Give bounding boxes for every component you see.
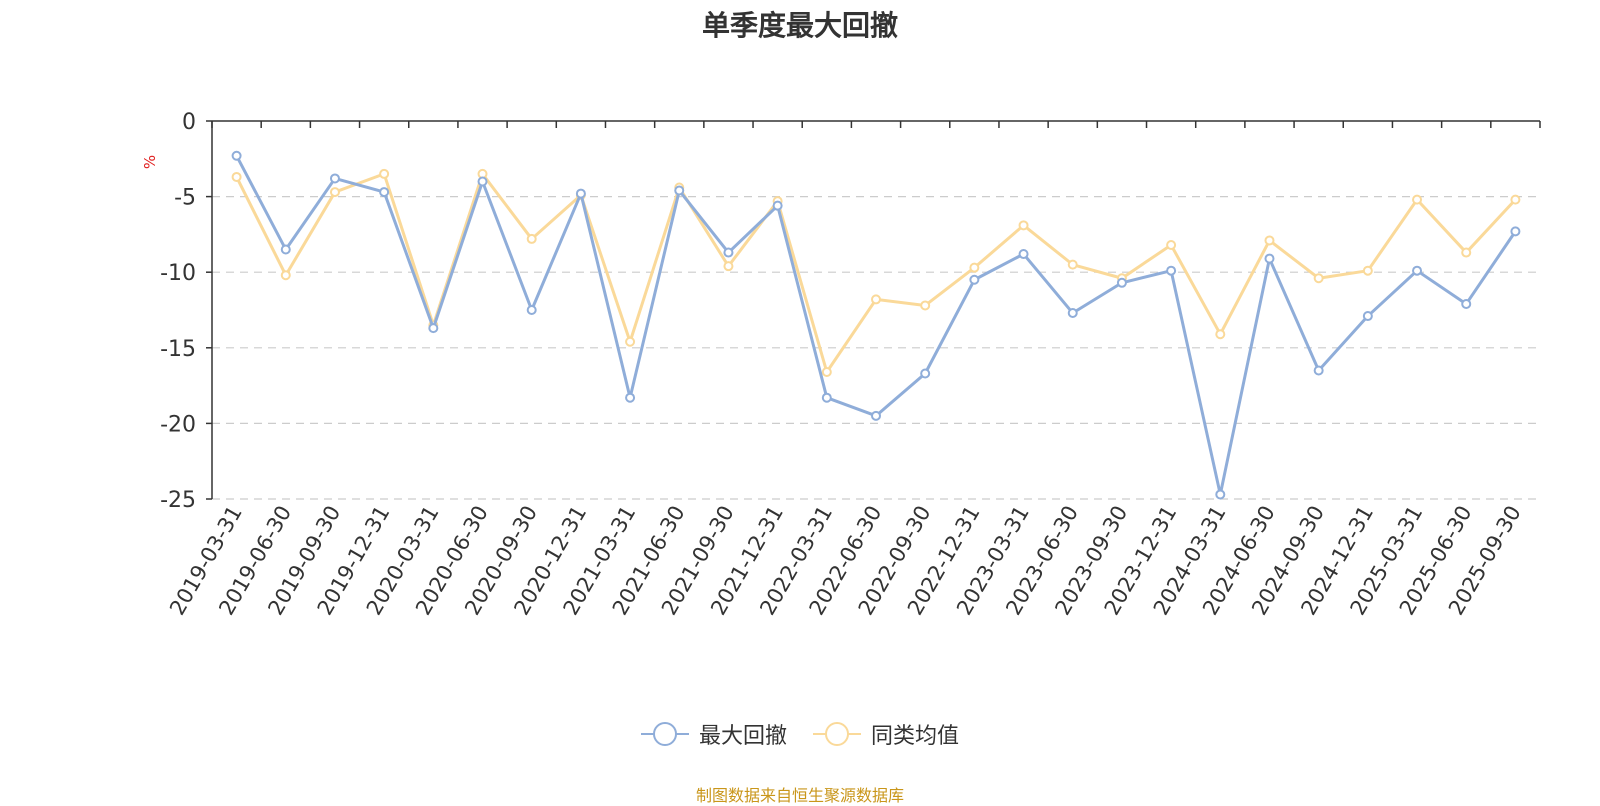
data-point: [920, 300, 931, 311]
data-point: [1461, 247, 1472, 258]
data-point: [231, 171, 242, 182]
data-point: [1018, 249, 1029, 260]
chart-title: 单季度最大回撤: [701, 9, 898, 42]
data-point: [379, 187, 390, 198]
data-point: [821, 366, 832, 377]
y-tick-label: -15: [160, 337, 196, 362]
legend-label: 最大回撤: [698, 724, 787, 749]
series-line: [235, 172, 1517, 374]
legend-label: 同类均值: [871, 724, 960, 749]
data-point: [1412, 194, 1423, 205]
data-point: [428, 323, 439, 334]
data-point: [969, 262, 980, 273]
data-point: [821, 392, 832, 403]
grid-lines: [212, 196, 1540, 500]
data-point: [1116, 277, 1127, 288]
data-point: [280, 270, 291, 281]
data-point: [1264, 253, 1275, 264]
series: [231, 150, 1521, 500]
legend-line-circle-icon: [640, 720, 689, 748]
y-tick-label: -10: [160, 261, 196, 286]
data-point: [1362, 265, 1373, 276]
data-point: [1067, 308, 1078, 319]
data-point: [526, 233, 537, 244]
data-point: [1510, 194, 1521, 205]
data-point: [871, 294, 881, 305]
legend-item-drawdown[interactable]: 最大回撤: [640, 718, 787, 750]
data-point: [723, 247, 734, 258]
data-point: [1313, 273, 1324, 284]
data-point: [1166, 239, 1177, 250]
legend-line-circle-icon: [813, 720, 861, 748]
data-point: [231, 150, 242, 161]
data-point: [1461, 298, 1472, 309]
y-axis-unit-label: %: [141, 155, 159, 169]
data-point: [772, 200, 783, 211]
data-point: [871, 410, 881, 421]
data-point: [1313, 365, 1324, 376]
data-point: [1412, 265, 1423, 276]
data-point: [625, 392, 636, 403]
y-tick-label: -5: [174, 186, 196, 211]
data-point: [575, 188, 586, 199]
data-point: [1215, 489, 1226, 500]
data-point: [920, 368, 931, 379]
data-point: [723, 261, 734, 272]
data-point: [1362, 311, 1373, 322]
data-point: [329, 187, 340, 198]
data-point: [329, 173, 340, 184]
data-point: [969, 274, 980, 285]
legend: 最大回撤 同类均值: [0, 718, 1600, 750]
data-source-note: 制图数据来自恒生聚源数据库: [695, 786, 904, 805]
data-point: [1510, 226, 1521, 237]
data-point: [1067, 259, 1078, 270]
data-point: [477, 176, 488, 187]
y-tick-label: 0: [182, 110, 196, 135]
legend-item-peer-average[interactable]: 同类均值: [813, 718, 959, 750]
data-point: [379, 168, 390, 179]
y-tick-label: -25: [160, 488, 196, 513]
data-point: [1264, 235, 1275, 246]
data-point: [280, 244, 291, 255]
data-point: [1215, 329, 1226, 340]
data-point: [674, 185, 685, 196]
y-tick-label: -20: [160, 412, 196, 437]
data-point: [526, 305, 537, 315]
data-point: [1166, 265, 1177, 276]
data-point: [1018, 220, 1029, 231]
data-point: [625, 336, 636, 347]
